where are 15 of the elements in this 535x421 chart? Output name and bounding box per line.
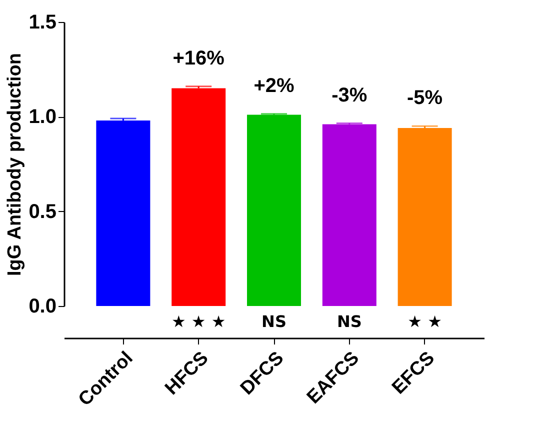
text: NS: [336, 312, 362, 331]
text: NS: [262, 312, 286, 331]
y-tick-label: 0.5: [28, 200, 56, 223]
bar: [247, 114, 301, 306]
annotation: +16%: [172, 47, 225, 70]
y-axis-title: IgG Antibody production: [4, 52, 26, 276]
y-tick-label: 0.0: [28, 296, 56, 318]
annotation: -5%: [407, 87, 443, 110]
y-tick-label: 1.0: [28, 106, 56, 128]
annotation: -3%: [332, 84, 368, 106]
y-tick-label: 1.5: [28, 12, 56, 34]
text: ★ ★: [408, 312, 442, 331]
annotation: +2%: [254, 74, 295, 97]
text: ★ ★ ★: [172, 312, 226, 331]
bar: [322, 124, 376, 306]
